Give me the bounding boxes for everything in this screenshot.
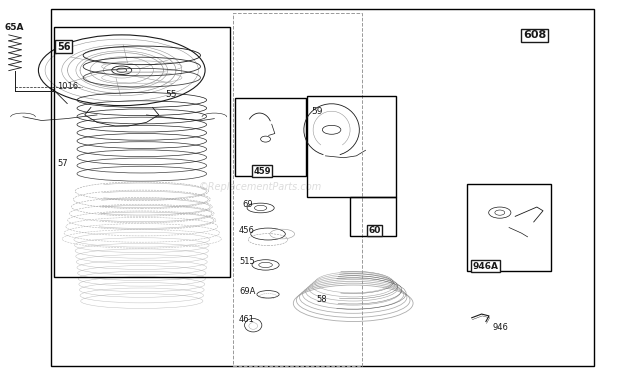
Text: 59: 59 — [311, 107, 323, 116]
Bar — [51, 9, 594, 366]
Bar — [467, 184, 551, 271]
Text: 65A: 65A — [4, 23, 24, 32]
Text: 608: 608 — [523, 30, 546, 40]
Text: 946A: 946A — [472, 261, 498, 270]
Text: 946: 946 — [492, 322, 508, 332]
Bar — [350, 197, 396, 236]
Bar — [54, 27, 230, 277]
Bar — [233, 12, 363, 366]
Text: 69A: 69A — [239, 287, 255, 296]
Text: 69: 69 — [242, 200, 253, 209]
Text: 55: 55 — [165, 90, 177, 99]
Text: 456: 456 — [239, 226, 255, 235]
Text: ©ReplacementParts.com: ©ReplacementParts.com — [199, 183, 322, 192]
Bar — [235, 98, 306, 176]
Text: 459: 459 — [253, 166, 271, 176]
Text: 58: 58 — [316, 295, 327, 304]
Bar — [307, 96, 396, 197]
Text: 60: 60 — [369, 226, 381, 235]
Text: 1016: 1016 — [57, 82, 78, 92]
Text: 56: 56 — [57, 42, 71, 52]
Text: 57: 57 — [57, 159, 68, 168]
Text: 461: 461 — [239, 315, 255, 324]
Text: 515: 515 — [239, 258, 255, 267]
